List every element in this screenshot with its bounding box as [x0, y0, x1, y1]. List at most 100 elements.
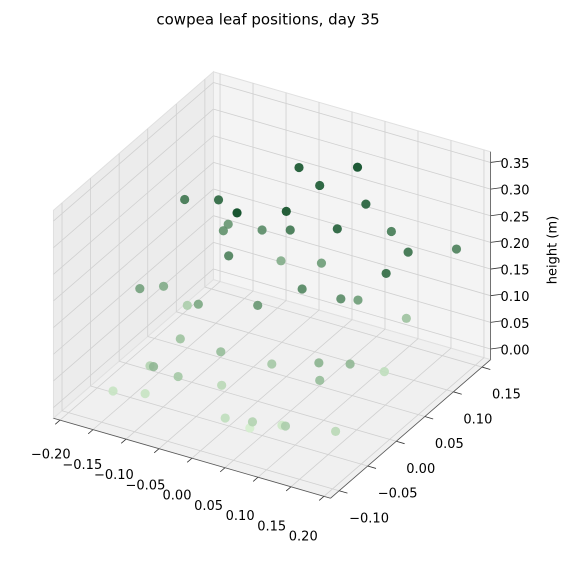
grid-line	[53, 188, 214, 328]
data-point	[316, 258, 327, 268]
tick-mark	[186, 457, 193, 463]
data-point	[257, 225, 267, 235]
x-tick-label: −0.05	[126, 478, 166, 493]
grid-line	[213, 135, 491, 217]
grid-line	[53, 82, 214, 222]
data-point	[330, 426, 341, 436]
data-point	[352, 162, 363, 172]
grid-line	[158, 309, 320, 449]
data-point	[336, 294, 346, 304]
data-point	[267, 359, 277, 369]
tick-mark	[318, 495, 325, 501]
data-point	[213, 195, 224, 205]
data-point	[140, 389, 150, 399]
grid-line	[257, 338, 419, 478]
grid-line	[53, 242, 214, 382]
data-point	[401, 313, 411, 323]
x-tick-label: 0.00	[163, 489, 192, 504]
grid-line	[125, 300, 287, 440]
x-tick-label: 0.10	[226, 509, 255, 524]
grid-line	[213, 162, 491, 243]
z-tick-label: 0.15	[501, 264, 530, 279]
tick-mark	[285, 486, 292, 492]
data-point	[381, 268, 391, 279]
grid-line	[147, 336, 425, 417]
tick-mark	[490, 293, 502, 297]
data-point	[345, 359, 355, 369]
data-point	[158, 281, 169, 291]
x-tick-label: −0.20	[31, 448, 71, 463]
tick-mark	[490, 160, 502, 163]
z-tick-label: 0.00	[501, 343, 530, 358]
tick-mark	[339, 490, 348, 494]
grid-line	[213, 108, 491, 190]
grid-line	[323, 357, 485, 497]
grid-line	[53, 268, 214, 408]
data-point	[386, 226, 396, 237]
grid-line	[59, 281, 221, 421]
z-tick-label: 0.20	[501, 237, 530, 252]
data-point	[403, 247, 413, 257]
data-point	[108, 386, 118, 396]
x-tick-label: −0.10	[94, 468, 134, 483]
data-point	[297, 284, 307, 294]
tick-mark	[453, 391, 462, 395]
grid-line	[61, 410, 340, 492]
data-point	[451, 244, 462, 254]
tick-mark	[490, 240, 502, 243]
z-tick-label: 0.35	[501, 157, 530, 172]
tick-mark	[153, 448, 160, 454]
y-tick-label: 0.05	[435, 437, 464, 452]
data-point	[173, 371, 183, 382]
tick-mark	[490, 187, 502, 190]
grid-line	[92, 290, 254, 430]
grid-line	[213, 188, 491, 270]
grid-line	[204, 286, 483, 368]
data-point	[361, 199, 371, 209]
grid-line	[53, 135, 214, 275]
grid-line	[224, 328, 386, 469]
data-point	[253, 300, 263, 310]
data-point	[216, 347, 226, 357]
grid-line	[119, 360, 397, 442]
grid-line	[53, 108, 214, 248]
grid-line	[53, 215, 214, 355]
grid-line	[53, 162, 214, 302]
tick-mark	[481, 366, 491, 370]
data-point	[182, 300, 192, 310]
tick-mark	[424, 416, 434, 420]
data-point	[280, 421, 291, 431]
grid-line	[213, 241, 491, 323]
data-point	[315, 375, 325, 385]
grid-line	[213, 268, 491, 350]
y-tick-label: −0.05	[378, 487, 418, 502]
data-point	[285, 225, 295, 235]
z-tick-label: 0.10	[501, 290, 530, 305]
data-point	[148, 362, 159, 372]
grid-line	[90, 385, 368, 467]
axis-line	[330, 359, 491, 499]
data-point	[294, 162, 304, 173]
data-point	[232, 208, 242, 218]
y-tick-label: 0.15	[492, 388, 521, 403]
tick-mark	[219, 467, 226, 473]
data-point	[276, 256, 286, 266]
tick-mark	[367, 465, 377, 469]
tick-mark	[120, 438, 127, 444]
tick-mark	[396, 440, 405, 445]
data-point	[379, 367, 389, 377]
tick-mark	[490, 320, 502, 323]
axis-line	[53, 417, 331, 499]
x-tick-label: 0.20	[289, 530, 318, 545]
tick-mark	[490, 213, 502, 217]
tick-mark	[490, 347, 502, 350]
data-point	[247, 417, 258, 427]
data-point	[223, 219, 233, 229]
x-tick-label: −0.15	[62, 458, 102, 473]
grid-line	[290, 347, 452, 488]
x-tick-label: 0.15	[257, 519, 286, 534]
data-point	[218, 226, 228, 236]
z-axis-label: height (m)	[546, 216, 561, 284]
chart-title: cowpea leaf positions, day 35	[156, 11, 379, 29]
z-tick-label: 0.25	[501, 210, 530, 225]
